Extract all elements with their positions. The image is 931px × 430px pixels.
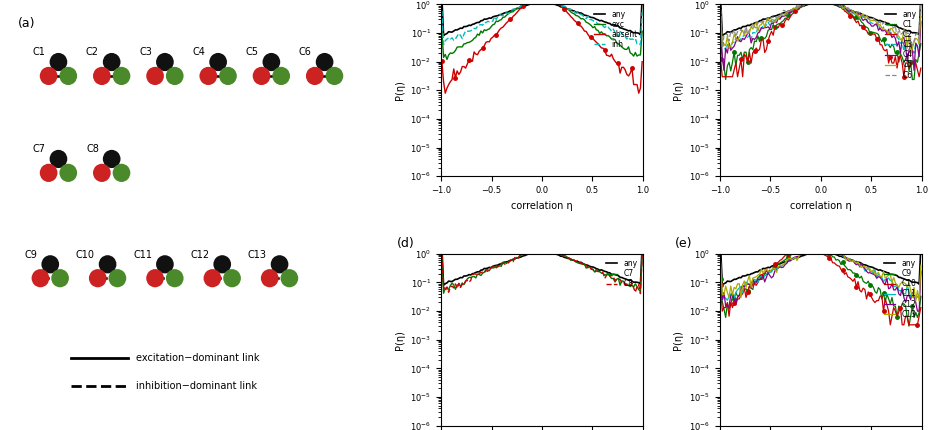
Text: excitation−dominant link: excitation−dominant link <box>136 353 260 363</box>
Circle shape <box>306 67 324 85</box>
Circle shape <box>219 67 236 85</box>
X-axis label: correlation η: correlation η <box>789 200 852 211</box>
Circle shape <box>32 269 49 287</box>
Circle shape <box>252 67 270 85</box>
Text: C6: C6 <box>299 47 312 58</box>
Circle shape <box>209 53 227 71</box>
Circle shape <box>199 67 217 85</box>
Text: (d): (d) <box>397 237 414 250</box>
Circle shape <box>273 67 290 85</box>
Circle shape <box>49 150 67 168</box>
Text: C12: C12 <box>190 250 209 260</box>
Circle shape <box>88 269 106 287</box>
Circle shape <box>166 67 183 85</box>
Legend: any, C1, C2, C3, C4, C5, C6: any, C1, C2, C3, C4, C5, C6 <box>884 8 918 81</box>
Circle shape <box>316 53 333 71</box>
Circle shape <box>261 269 278 287</box>
Circle shape <box>93 164 111 182</box>
Circle shape <box>113 164 130 182</box>
Text: C1: C1 <box>33 47 46 58</box>
Circle shape <box>49 53 67 71</box>
Text: C9: C9 <box>24 250 37 260</box>
Text: inhibition−dominant link: inhibition−dominant link <box>136 381 257 391</box>
Circle shape <box>156 255 174 273</box>
Circle shape <box>40 164 58 182</box>
Circle shape <box>93 67 111 85</box>
Circle shape <box>60 164 77 182</box>
Circle shape <box>263 53 280 71</box>
Legend: any, C7, C8: any, C7, C8 <box>604 258 640 290</box>
Circle shape <box>166 269 183 287</box>
Legend: any, exc, absent, inh: any, exc, absent, inh <box>592 8 640 51</box>
Y-axis label: P(η): P(η) <box>673 330 683 350</box>
Circle shape <box>102 53 120 71</box>
Text: C11: C11 <box>133 250 152 260</box>
Text: C3: C3 <box>140 47 152 58</box>
Circle shape <box>41 255 59 273</box>
Circle shape <box>204 269 222 287</box>
Circle shape <box>40 67 58 85</box>
Circle shape <box>156 53 174 71</box>
Circle shape <box>109 269 127 287</box>
Circle shape <box>99 255 116 273</box>
Circle shape <box>146 67 164 85</box>
Circle shape <box>271 255 289 273</box>
Text: C4: C4 <box>193 47 206 58</box>
Circle shape <box>60 67 77 85</box>
Circle shape <box>223 269 241 287</box>
Circle shape <box>326 67 344 85</box>
Text: (a): (a) <box>18 17 35 30</box>
Y-axis label: P(η): P(η) <box>673 80 683 100</box>
Circle shape <box>113 67 130 85</box>
Text: C10: C10 <box>75 250 95 260</box>
Text: C5: C5 <box>246 47 259 58</box>
Text: C8: C8 <box>86 144 99 154</box>
Text: C7: C7 <box>33 144 46 154</box>
Circle shape <box>102 150 120 168</box>
Circle shape <box>146 269 164 287</box>
Circle shape <box>51 269 69 287</box>
Circle shape <box>280 269 298 287</box>
Legend: any, C9, C10, C11, C12, C13: any, C9, C10, C11, C12, C13 <box>883 258 918 320</box>
Y-axis label: P(η): P(η) <box>395 80 405 100</box>
Text: C2: C2 <box>86 47 99 58</box>
Text: C13: C13 <box>248 250 267 260</box>
Text: (e): (e) <box>675 237 693 250</box>
X-axis label: correlation η: correlation η <box>511 200 573 211</box>
Y-axis label: P(η): P(η) <box>395 330 405 350</box>
Circle shape <box>213 255 231 273</box>
